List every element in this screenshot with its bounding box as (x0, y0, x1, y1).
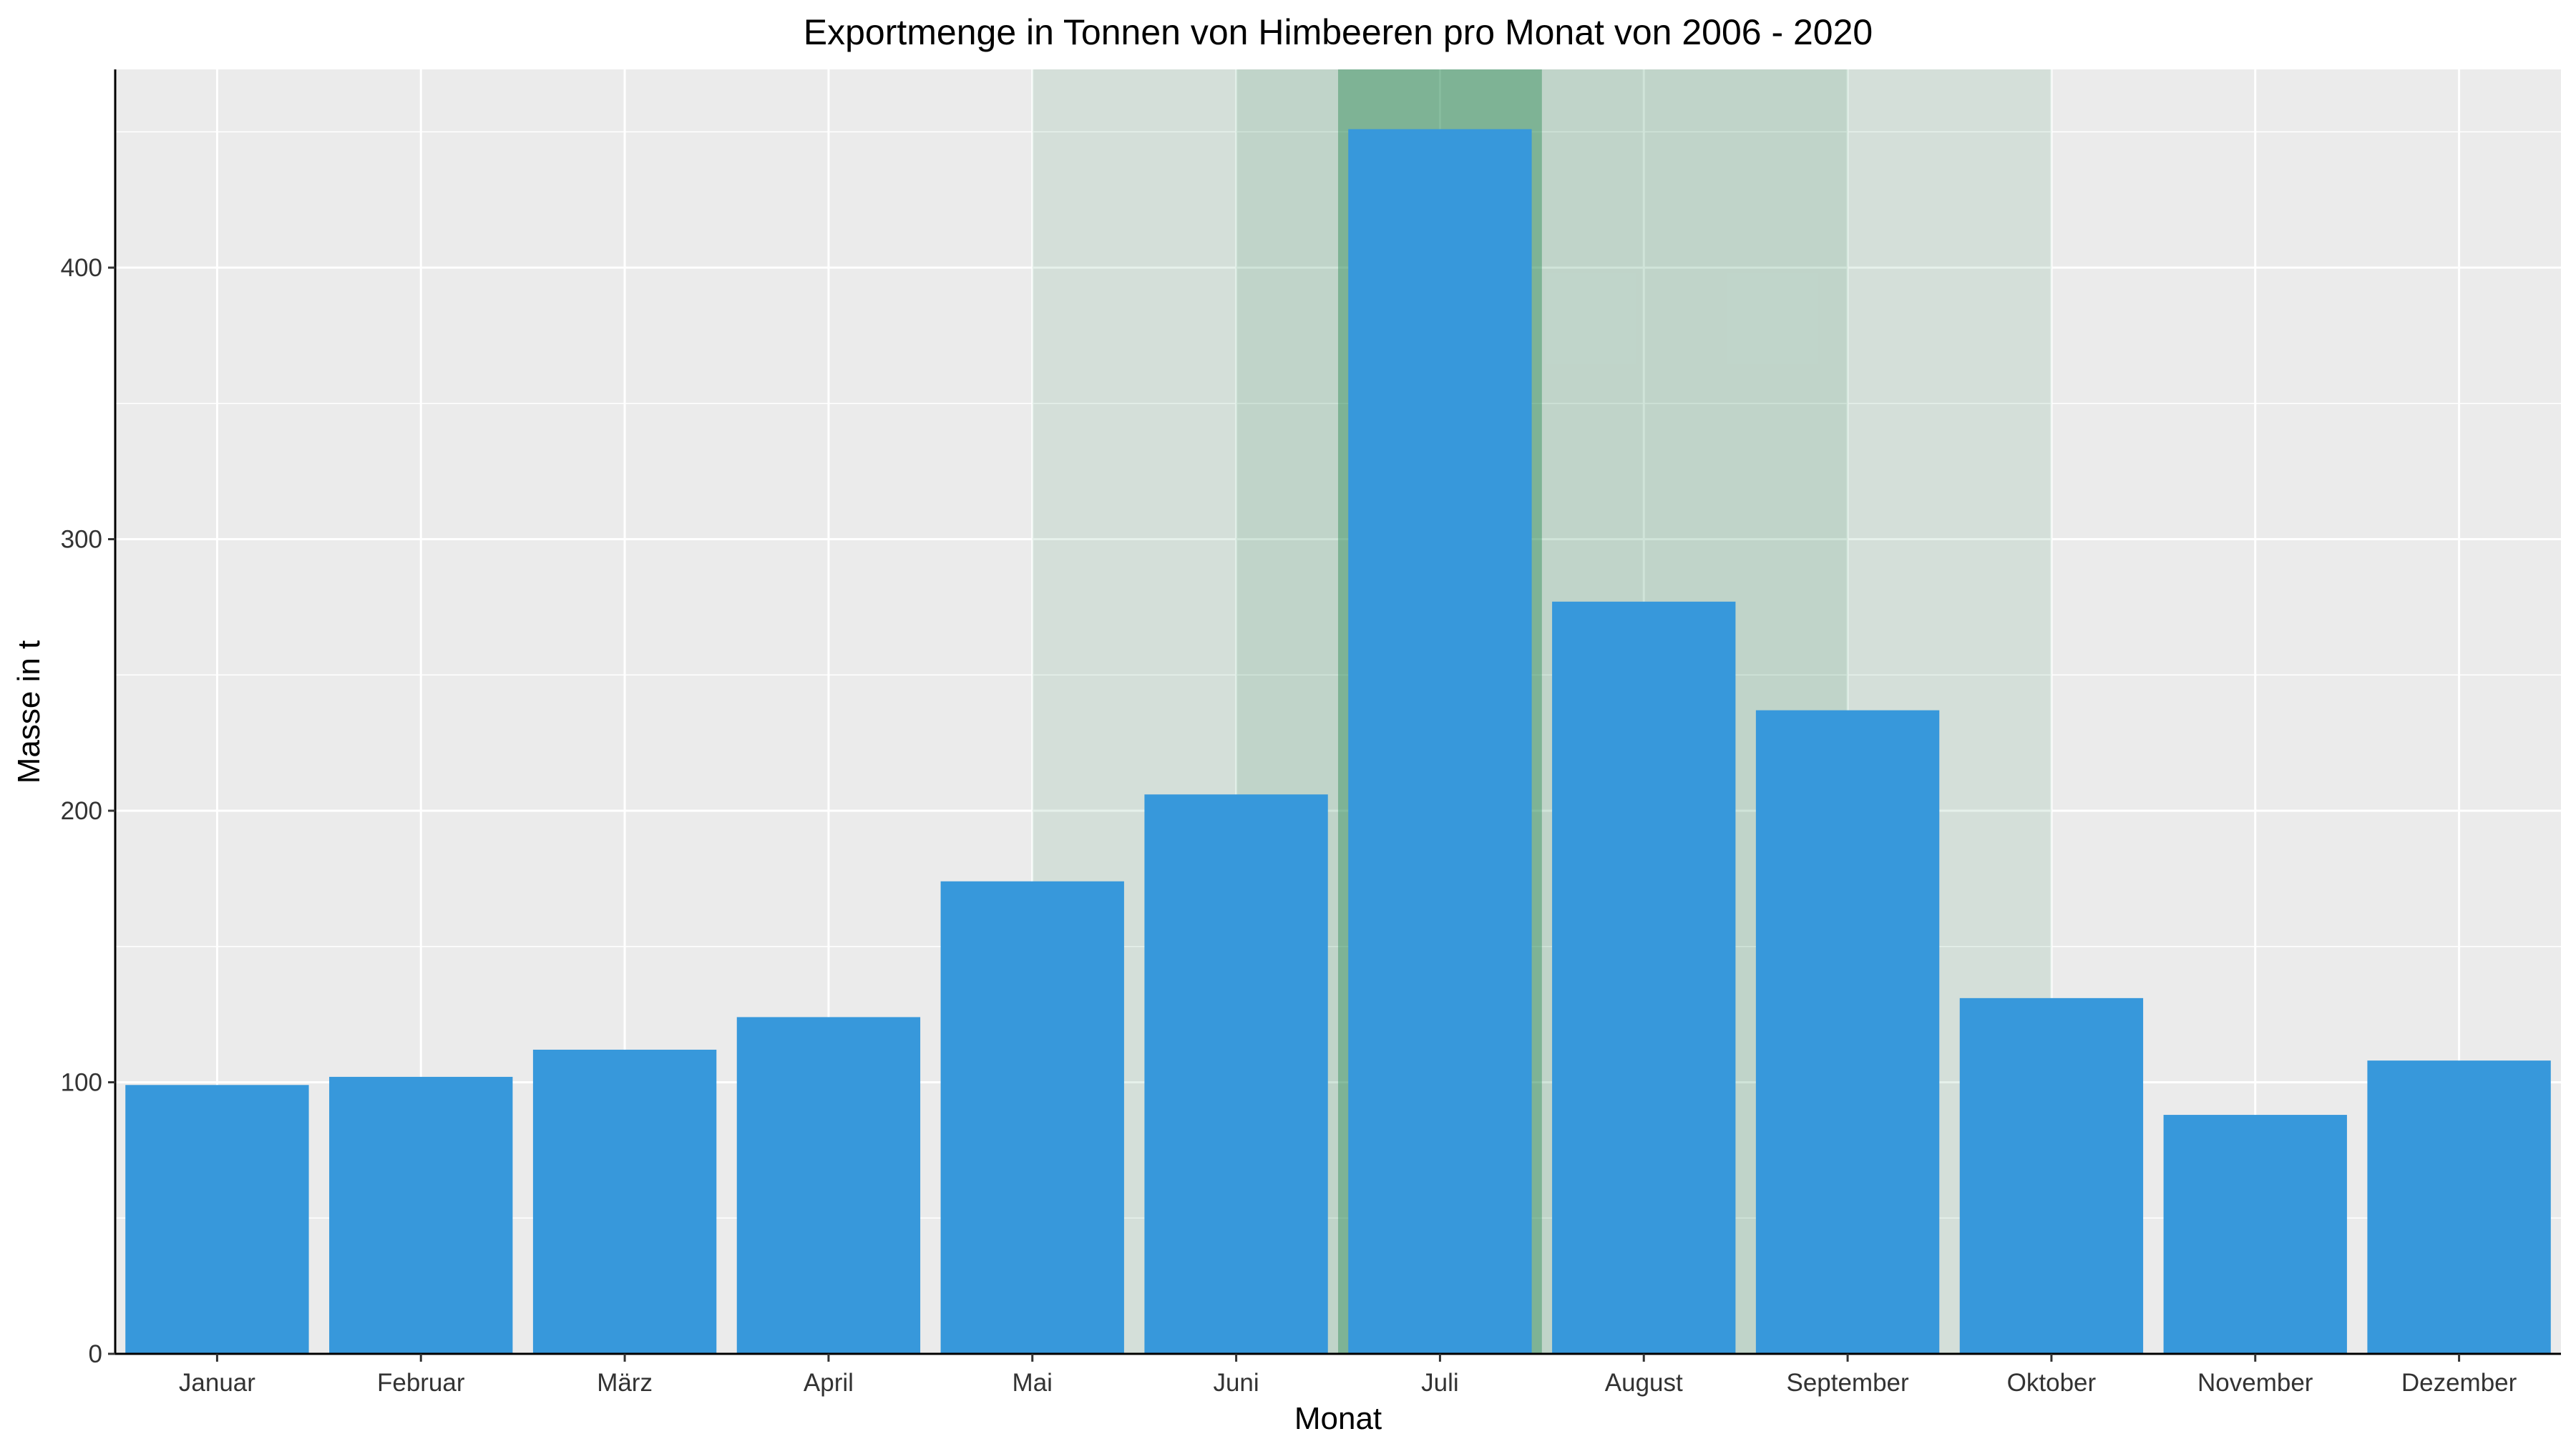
season-band (1236, 69, 1848, 1354)
bar-2 (329, 1076, 513, 1354)
bar-6 (1144, 794, 1328, 1354)
bars (125, 129, 2551, 1355)
x-tick-label: Oktober (2007, 1369, 2097, 1397)
y-tick-label: 100 (61, 1069, 102, 1097)
bar-9 (1755, 710, 1940, 1354)
bar-8 (1552, 601, 1736, 1355)
x-tick-label: Mai (1013, 1369, 1053, 1397)
plot-panel (115, 69, 2561, 1354)
x-tick-label: April (804, 1369, 854, 1397)
x-tick-label: Januar (179, 1369, 255, 1397)
bar-1 (125, 1085, 309, 1354)
bar-7 (1348, 129, 1532, 1354)
y-tick-label: 0 (89, 1340, 102, 1368)
x-tick-label: Dezember (2401, 1369, 2517, 1397)
x-tick-label: September (1786, 1369, 1909, 1397)
x-axis-title: Monat (1294, 1401, 1382, 1436)
x-tick-label: März (597, 1369, 653, 1397)
x-tick-label: November (2197, 1369, 2313, 1397)
y-tick-label: 300 (61, 526, 102, 554)
x-axis-ticks: Januar Februar März April Mai Juni Juli August S… (179, 1354, 2517, 1397)
y-tick-label: 400 (61, 254, 102, 282)
bar-5 (940, 881, 1124, 1354)
minor-gridlines (115, 131, 2561, 1219)
bar-10 (1959, 997, 2144, 1354)
x-tick-label: August (1605, 1369, 1683, 1397)
bar-4 (736, 1017, 921, 1354)
y-tick-label: 200 (61, 797, 102, 825)
bar-3 (532, 1049, 717, 1354)
x-tick-label: Juli (1421, 1369, 1459, 1397)
bar-11 (2163, 1115, 2347, 1354)
y-axis-ticks: 0 100 200 300 400 (61, 254, 115, 1368)
bar-12 (2367, 1060, 2551, 1354)
chart-title: Exportmenge in Tonnen von Himbeeren pro … (804, 12, 1873, 52)
x-tick-label: Juni (1213, 1369, 1259, 1397)
x-tick-label: Februar (377, 1369, 465, 1397)
y-axis-title: Masse in t (11, 640, 47, 784)
